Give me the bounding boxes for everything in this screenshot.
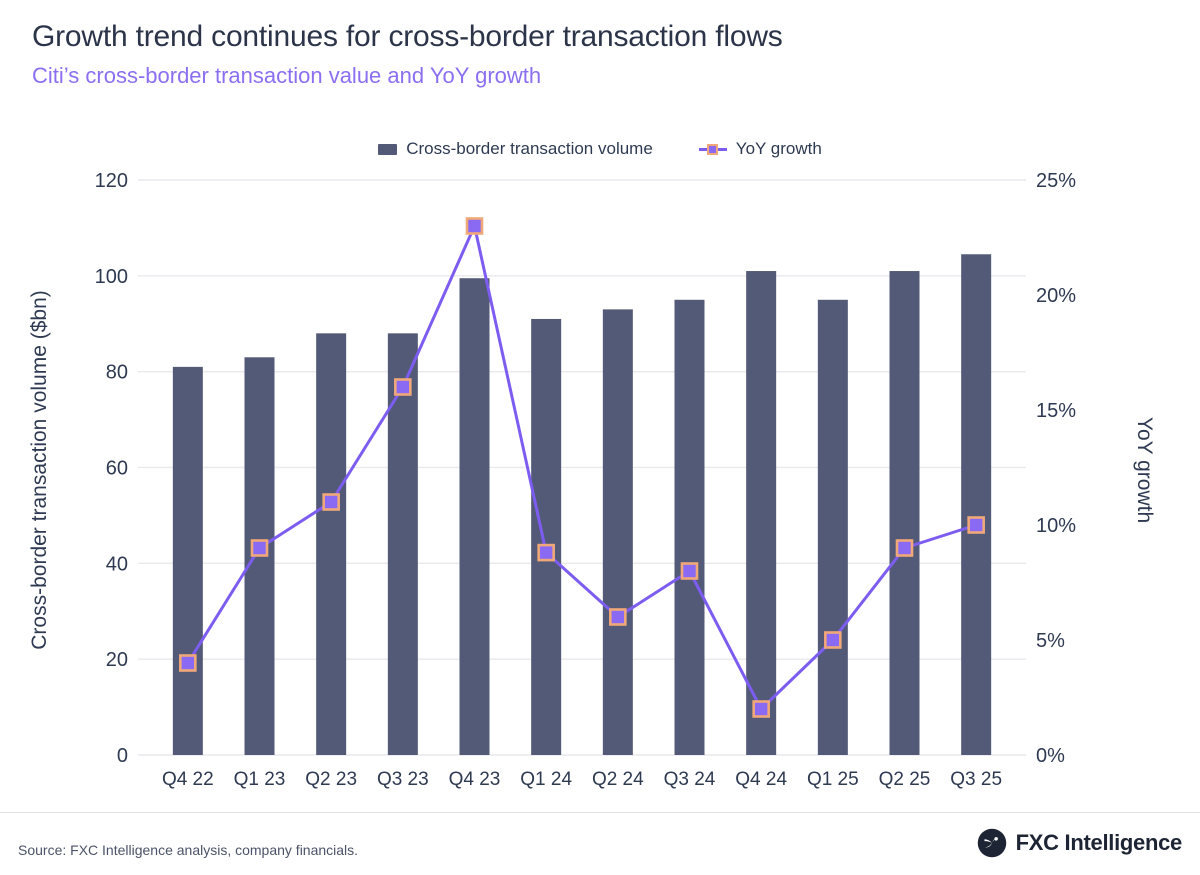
x-axis-tick-label: Q1 24: [520, 769, 572, 790]
x-axis-tick-label: Q2 23: [305, 769, 357, 790]
y-axis-right-tick-label: 15%: [1036, 400, 1076, 422]
fxc-swirl-logo-icon: [977, 828, 1006, 858]
bar: [817, 299, 848, 755]
chart-legend: Cross-border transaction volume YoY grow…: [0, 139, 1200, 159]
line-marker: [967, 516, 985, 534]
x-axis-tick-label: Q3 24: [664, 769, 716, 790]
y-axis-left-tick-label: 100: [95, 266, 128, 288]
line-marker: [322, 493, 340, 511]
brand-name: FXC Intelligence: [1015, 830, 1183, 855]
y-axis-right-title: YoY growth: [1133, 417, 1156, 523]
footer-divider: [0, 812, 1200, 813]
x-axis-tick-label: Q2 24: [592, 769, 644, 790]
y-axis-left-tick-label: 20: [106, 649, 128, 671]
chart-header: Growth trend continues for cross-border …: [32, 20, 1172, 88]
x-axis-ticks: Q4 22 Q1 23 Q2 23 Q3 23 Q4 23 Q1 24 Q2 24 Q3 24…: [162, 769, 1002, 790]
bar: [602, 309, 633, 755]
x-axis-tick-label: Q4 22: [162, 769, 214, 790]
x-axis-tick-label: Q1 23: [234, 769, 286, 790]
y-axis-left-title: Cross-border transaction volume ($bn): [28, 290, 51, 649]
bar: [244, 357, 275, 755]
bar: [889, 271, 920, 755]
y-axis-right-tick-label: 10%: [1036, 515, 1076, 537]
source-note: Source: FXC Intelligence analysis, compa…: [18, 842, 359, 858]
line-marker-swatch-icon: [698, 142, 727, 156]
bar: [316, 333, 347, 755]
bar: [961, 254, 992, 756]
y-axis-left-tick-label: 40: [106, 553, 128, 575]
line-marker: [680, 562, 699, 580]
page-subtitle: Citi’s cross-border transaction value an…: [32, 62, 542, 88]
bar-series: [172, 254, 992, 756]
x-axis-tick-label: Q3 25: [950, 769, 1002, 790]
bar-swatch-icon: [378, 143, 398, 155]
x-axis-tick-label: Q1 25: [807, 769, 859, 790]
line-marker: [179, 654, 197, 672]
legend-label-line: YoY growth: [735, 139, 822, 158]
legend-label-bars: Cross-border transaction volume: [406, 139, 653, 158]
y-axis-left-tick-label: 60: [106, 458, 128, 480]
gridlines: [138, 179, 1026, 756]
x-axis-tick-label: Q3 23: [377, 769, 429, 790]
line-marker: [895, 539, 914, 557]
brand-logo: FXC Intelligence: [977, 828, 1182, 858]
line-marker: [824, 631, 842, 649]
x-axis-tick-label: Q4 24: [735, 769, 787, 790]
bar: [746, 271, 777, 755]
x-axis-tick-label: Q4 23: [449, 769, 501, 790]
y-axis-right-tick-label: 25%: [1036, 170, 1076, 192]
line-marker: [250, 539, 269, 557]
bar: [387, 333, 418, 755]
y-axis-right-ticks: 0% 5% 10% 15% 20% 25%: [1036, 170, 1076, 767]
line-marker: [394, 378, 412, 396]
trend-line: [186, 224, 977, 711]
y-axis-left-ticks: 0 20 40 60 80 100 120: [95, 170, 128, 767]
bar: [531, 318, 562, 755]
y-axis-right-tick-label: 5%: [1036, 630, 1065, 652]
page-title: Growth trend continues for cross-border …: [32, 20, 783, 53]
x-axis-tick-label: Q2 25: [879, 769, 931, 790]
y-axis-left-tick-label: 80: [106, 362, 128, 384]
line-marker: [465, 217, 484, 235]
bar: [172, 366, 203, 755]
line-marker: [609, 608, 627, 626]
line-marker: [537, 543, 555, 562]
y-axis-right-tick-label: 20%: [1036, 285, 1076, 307]
y-axis-left-tick-label: 0: [117, 745, 128, 767]
bar: [674, 299, 705, 755]
legend-item-bars[interactable]: Cross-border transaction volume: [378, 139, 653, 159]
line-series: [186, 224, 977, 711]
bar: [459, 278, 490, 755]
y-axis-right-tick-label: 0%: [1036, 745, 1065, 767]
legend-item-line[interactable]: YoY growth: [698, 139, 822, 159]
y-axis-left-tick-label: 120: [95, 170, 128, 192]
line-markers: [179, 217, 985, 718]
line-marker: [752, 700, 770, 718]
